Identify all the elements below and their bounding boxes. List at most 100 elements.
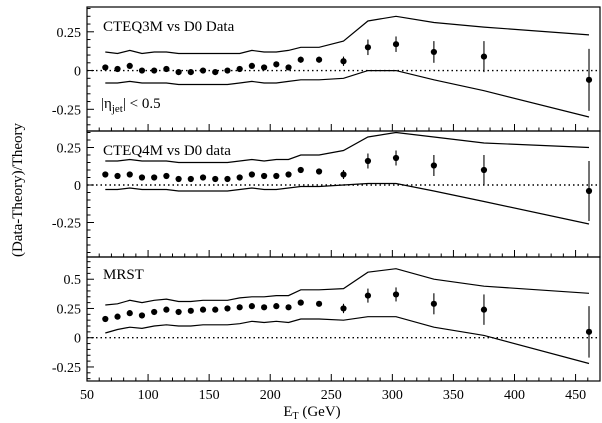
- xtick-label: 250: [321, 388, 342, 403]
- eta-annotation-prefix: |η: [101, 96, 112, 112]
- panel-2-data-point: [392, 154, 400, 162]
- panel-2-data-point: [199, 174, 207, 181]
- panel-3-data-point: [261, 304, 268, 311]
- panel-1-data-point: [480, 53, 488, 60]
- panel-3-ytick-label: 0: [74, 332, 81, 347]
- panel-1-data-point: [430, 48, 437, 56]
- x-axis-title-sub: T: [292, 411, 298, 422]
- panel-2-data-point: [585, 187, 593, 195]
- xtick-label: 200: [260, 388, 281, 403]
- panel-3-data-point: [480, 306, 488, 313]
- panel-3-band-upper: [105, 268, 590, 306]
- xtick-label: 150: [199, 388, 220, 403]
- panel-3-data-point: [224, 305, 231, 312]
- panel-1-data-point: [138, 67, 146, 74]
- panel-3-data-point: [585, 328, 593, 335]
- panel-1-band-lower: [105, 69, 590, 118]
- theory-uncertainty-bands: [105, 15, 590, 365]
- panel-2-data-point: [236, 174, 243, 181]
- panel-3-data-point: [102, 315, 109, 323]
- panel-2-data-point: [175, 175, 182, 183]
- panel-title-1: CTEQ3M vs D0 Data: [103, 19, 235, 35]
- panel-3-ytick-label: 0.25: [57, 302, 82, 317]
- panel-3-data-point: [236, 304, 243, 311]
- panel-2-data-point: [285, 171, 292, 178]
- panel-3-data-point: [364, 292, 372, 299]
- panel-1-data-point: [261, 64, 268, 71]
- panel-2-ytick-label: -0.25: [52, 217, 81, 232]
- panel-1-data-point: [199, 67, 207, 74]
- panel-1-data-point: [212, 69, 219, 76]
- panel-1-data-point: [151, 67, 158, 74]
- panel-3-data-point: [151, 308, 158, 316]
- panel-1-data-point: [224, 67, 231, 74]
- panel-1-data-point: [273, 61, 280, 68]
- panel-2-data-point: [151, 174, 158, 181]
- panel-1-data-point: [585, 76, 593, 83]
- panel-1-data-point: [175, 69, 182, 76]
- panel-title-2: CTEQ4M vs D0 data: [103, 143, 231, 159]
- panel-1-data-point: [114, 65, 121, 73]
- panel-1-ytick-label: 0.25: [57, 26, 82, 41]
- panel-3-data-point: [248, 303, 255, 310]
- x-axis-title-main: E: [283, 404, 292, 420]
- panel-3-data-point: [392, 291, 400, 298]
- panel-3-data-point: [138, 312, 146, 319]
- panel-3-data-point: [315, 300, 323, 307]
- panel-2-ytick-label: 0: [74, 179, 81, 194]
- eta-annotation-suffix: | < 0.5: [123, 96, 161, 112]
- panel-title-3: MRST: [103, 267, 144, 283]
- xtick-label: 400: [504, 388, 525, 403]
- panel-1-data-point: [102, 64, 109, 71]
- panel-2-data-point: [261, 172, 268, 180]
- panel-3-data-point: [126, 310, 133, 317]
- panel-2-data-point: [163, 172, 170, 180]
- panel-2-data-point: [102, 171, 109, 178]
- panel-1-data-point: [248, 62, 255, 69]
- panel-2-data-point: [297, 166, 304, 174]
- panel-1-data-point: [364, 44, 372, 51]
- panel-3-ytick-label: 0.5: [64, 273, 82, 288]
- xtick-label: 300: [382, 388, 403, 403]
- panel-2-data-point: [187, 175, 194, 183]
- panel-2-data-point: [212, 175, 219, 183]
- panel-1-data-point: [285, 64, 292, 71]
- panel-1-data-point: [340, 58, 347, 65]
- panel-1-band-upper: [105, 15, 590, 55]
- panel-1-data-point: [187, 69, 194, 76]
- panel-3-data-point: [297, 299, 304, 306]
- panel-3-data-point: [187, 307, 194, 314]
- x-axis-title: ET (GeV): [283, 404, 340, 422]
- panel-1-ytick-label: -0.25: [52, 103, 81, 118]
- panel-3-data-point: [430, 300, 437, 307]
- panel-2-data-point: [273, 172, 280, 180]
- panel-2-data-point: [315, 168, 323, 175]
- eta-jet-annotation: |ηjet| < 0.5: [101, 96, 161, 115]
- panel-2-data-point: [126, 171, 133, 178]
- xtick-label: 450: [565, 388, 586, 403]
- panel-3-data-point: [175, 308, 182, 316]
- panel-2-data-point: [480, 166, 488, 174]
- eta-annotation-sub: jet: [111, 103, 123, 115]
- panel-1-ytick-label: 0: [74, 65, 81, 80]
- panel-1-data-point: [392, 41, 400, 48]
- panel-3-data-point: [340, 305, 347, 312]
- panel-3-data-point: [199, 306, 207, 313]
- data-points: [102, 36, 593, 358]
- xtick-label: 350: [443, 388, 464, 403]
- panel-1-data-point: [126, 62, 133, 69]
- panel-3-data-point: [163, 306, 170, 313]
- xtick-label: 50: [80, 388, 94, 403]
- panel-2-data-point: [430, 162, 437, 169]
- tick-labels: 0.25 0 -0.25 0.25 0 -0.25 0.5 0.25 0 -0.25 50 100 15…: [52, 26, 586, 403]
- panel-2-band-upper: [105, 131, 590, 164]
- panel-1-data-point: [297, 56, 304, 63]
- panel-1-data-point: [315, 56, 323, 63]
- panel-2-data-point: [114, 172, 121, 180]
- panel-3-band-lower: [105, 316, 590, 365]
- panel-2-data-point: [224, 175, 231, 183]
- axis-ticks: [86, 8, 601, 381]
- x-axis-title-unit: (GeV): [299, 404, 341, 420]
- panel-2-data-point: [364, 157, 372, 165]
